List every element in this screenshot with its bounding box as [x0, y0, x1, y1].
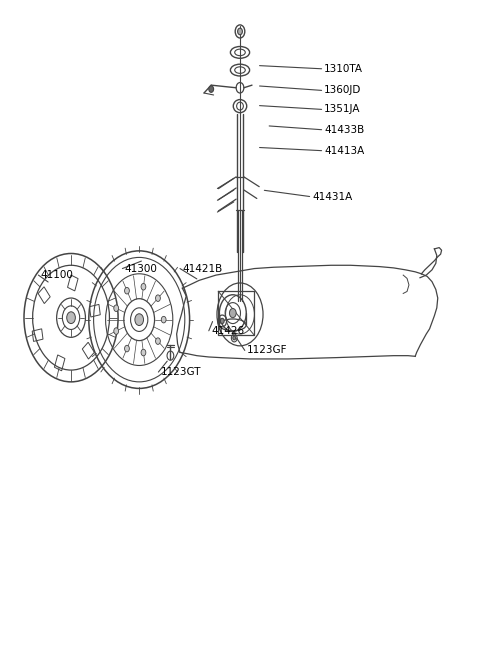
Bar — [82, 343, 95, 359]
Circle shape — [125, 288, 130, 294]
Bar — [54, 355, 65, 371]
Text: 41426: 41426 — [211, 326, 244, 336]
Text: 41431A: 41431A — [312, 191, 352, 202]
Bar — [68, 275, 78, 291]
Circle shape — [156, 338, 160, 345]
Text: 1310TA: 1310TA — [324, 64, 363, 74]
Circle shape — [141, 349, 146, 356]
Circle shape — [124, 345, 129, 352]
Circle shape — [67, 312, 75, 324]
Circle shape — [161, 316, 166, 323]
Bar — [32, 329, 43, 341]
Text: 1360JD: 1360JD — [324, 85, 361, 96]
Bar — [38, 287, 50, 303]
Circle shape — [229, 309, 236, 318]
Circle shape — [114, 305, 119, 312]
Circle shape — [220, 318, 224, 324]
Circle shape — [141, 284, 146, 290]
Circle shape — [156, 295, 160, 301]
Text: 1123GT: 1123GT — [161, 367, 201, 377]
Circle shape — [238, 28, 242, 35]
Circle shape — [209, 86, 214, 92]
Text: 41433B: 41433B — [324, 124, 364, 135]
Text: 41421B: 41421B — [182, 263, 223, 274]
Bar — [89, 305, 100, 317]
Text: 41300: 41300 — [125, 263, 157, 274]
Text: 41100: 41100 — [41, 270, 73, 280]
Circle shape — [114, 328, 119, 334]
Circle shape — [135, 314, 144, 326]
Circle shape — [233, 336, 236, 340]
Text: 1351JA: 1351JA — [324, 104, 360, 115]
Text: 41413A: 41413A — [324, 145, 364, 156]
Text: 1123GF: 1123GF — [247, 345, 288, 356]
